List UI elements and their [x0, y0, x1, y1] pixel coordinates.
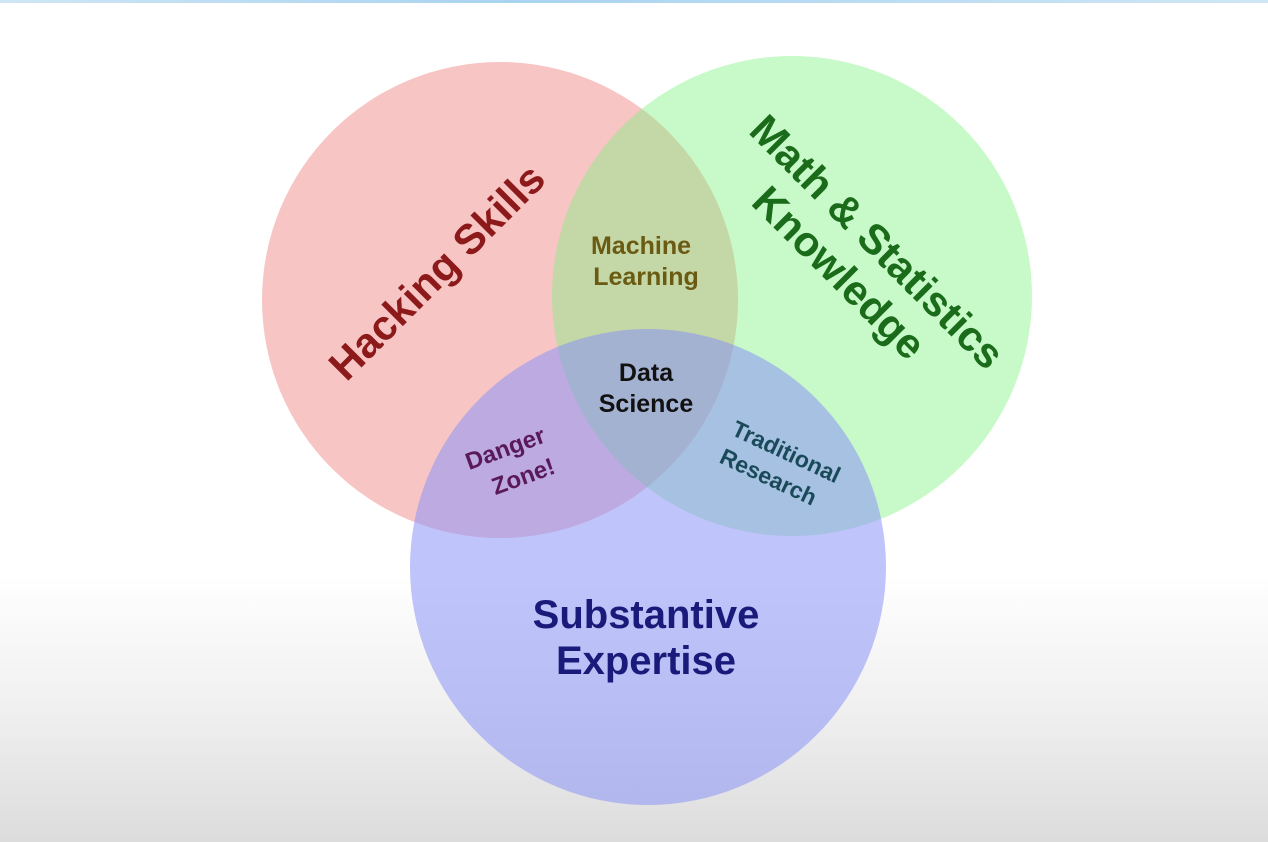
substantive-expertise-label-line2: Expertise [556, 639, 736, 683]
machine-learning-label-line2: Learning [593, 263, 699, 291]
data-science-label-line1: Data [619, 359, 674, 387]
substantive-expertise-label-line1: Substantive [533, 593, 760, 637]
top-edge [0, 0, 1268, 3]
machine-learning-label-line1: Machine [591, 232, 691, 260]
substantive-expertise-circle [410, 329, 886, 805]
data-science-label-line2: Science [599, 390, 694, 418]
